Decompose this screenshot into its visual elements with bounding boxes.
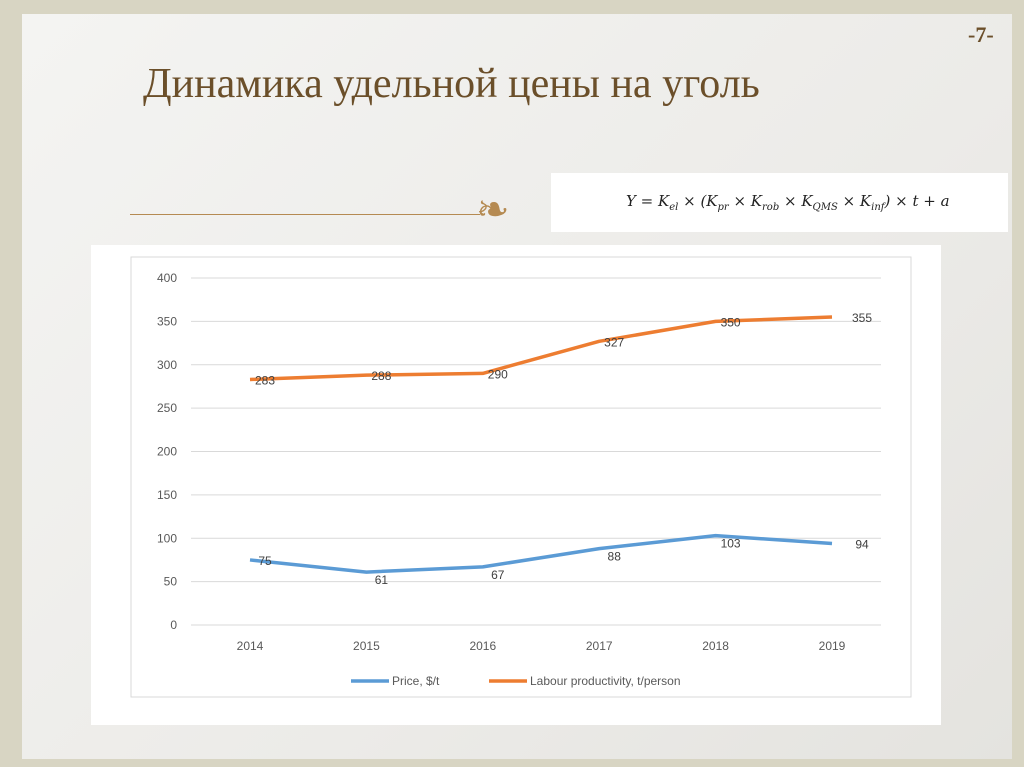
data-label: 288	[371, 369, 391, 383]
y-tick-label: 50	[164, 575, 178, 589]
y-tick-label: 0	[170, 618, 177, 632]
y-tick-label: 250	[157, 401, 177, 415]
x-tick-label: 2014	[237, 639, 264, 653]
data-label: 283	[255, 373, 275, 387]
chart-svg: 0 50 100 150 200 250 300 350 400 2014 2015 2016 2017…	[130, 256, 912, 698]
decorative-rule	[130, 214, 480, 215]
x-tick-label: 2018	[702, 639, 729, 653]
data-label: 75	[258, 554, 272, 568]
page-number: -7-	[968, 22, 994, 47]
data-label: 94	[855, 537, 869, 551]
y-tick-label: 350	[157, 314, 177, 328]
x-tick-label: 2015	[353, 639, 380, 653]
data-label: 103	[721, 537, 741, 551]
flourish-icon: ❧	[476, 187, 510, 232]
x-tick-label: 2017	[586, 639, 613, 653]
series-line-0	[249, 533, 833, 574]
data-label: 350	[721, 315, 741, 329]
slide-title: Динамика удельной цены на уголь	[143, 61, 760, 107]
x-tick-label: 2019	[819, 639, 846, 653]
chart-frame	[130, 256, 912, 698]
data-label: 355	[852, 311, 872, 325]
legend-label: Price, $/t	[392, 674, 440, 688]
data-label: 290	[488, 367, 508, 381]
y-tick-label: 300	[157, 358, 177, 372]
y-tick-label: 150	[157, 488, 177, 502]
chart: 0 50 100 150 200 250 300 350 400 2014 2015 2016 2017…	[91, 245, 941, 725]
y-tick-label: 400	[157, 271, 177, 285]
data-label: 61	[375, 573, 389, 587]
series-line-1	[249, 315, 833, 382]
y-tick-label: 100	[157, 531, 177, 545]
data-label: 67	[491, 568, 505, 582]
legend-label: Labour productivity, t/person	[530, 674, 681, 688]
data-label: 88	[608, 550, 622, 564]
x-tick-label: 2016	[469, 639, 496, 653]
formula-text: Y = Kel × (Kpr × Krob × KQMS × Kinf) × t…	[626, 192, 950, 213]
formula: Y = Kel × (Kpr × Krob × KQMS × Kinf) × t…	[551, 173, 1008, 232]
data-label: 327	[604, 335, 624, 349]
y-tick-label: 200	[157, 445, 177, 459]
